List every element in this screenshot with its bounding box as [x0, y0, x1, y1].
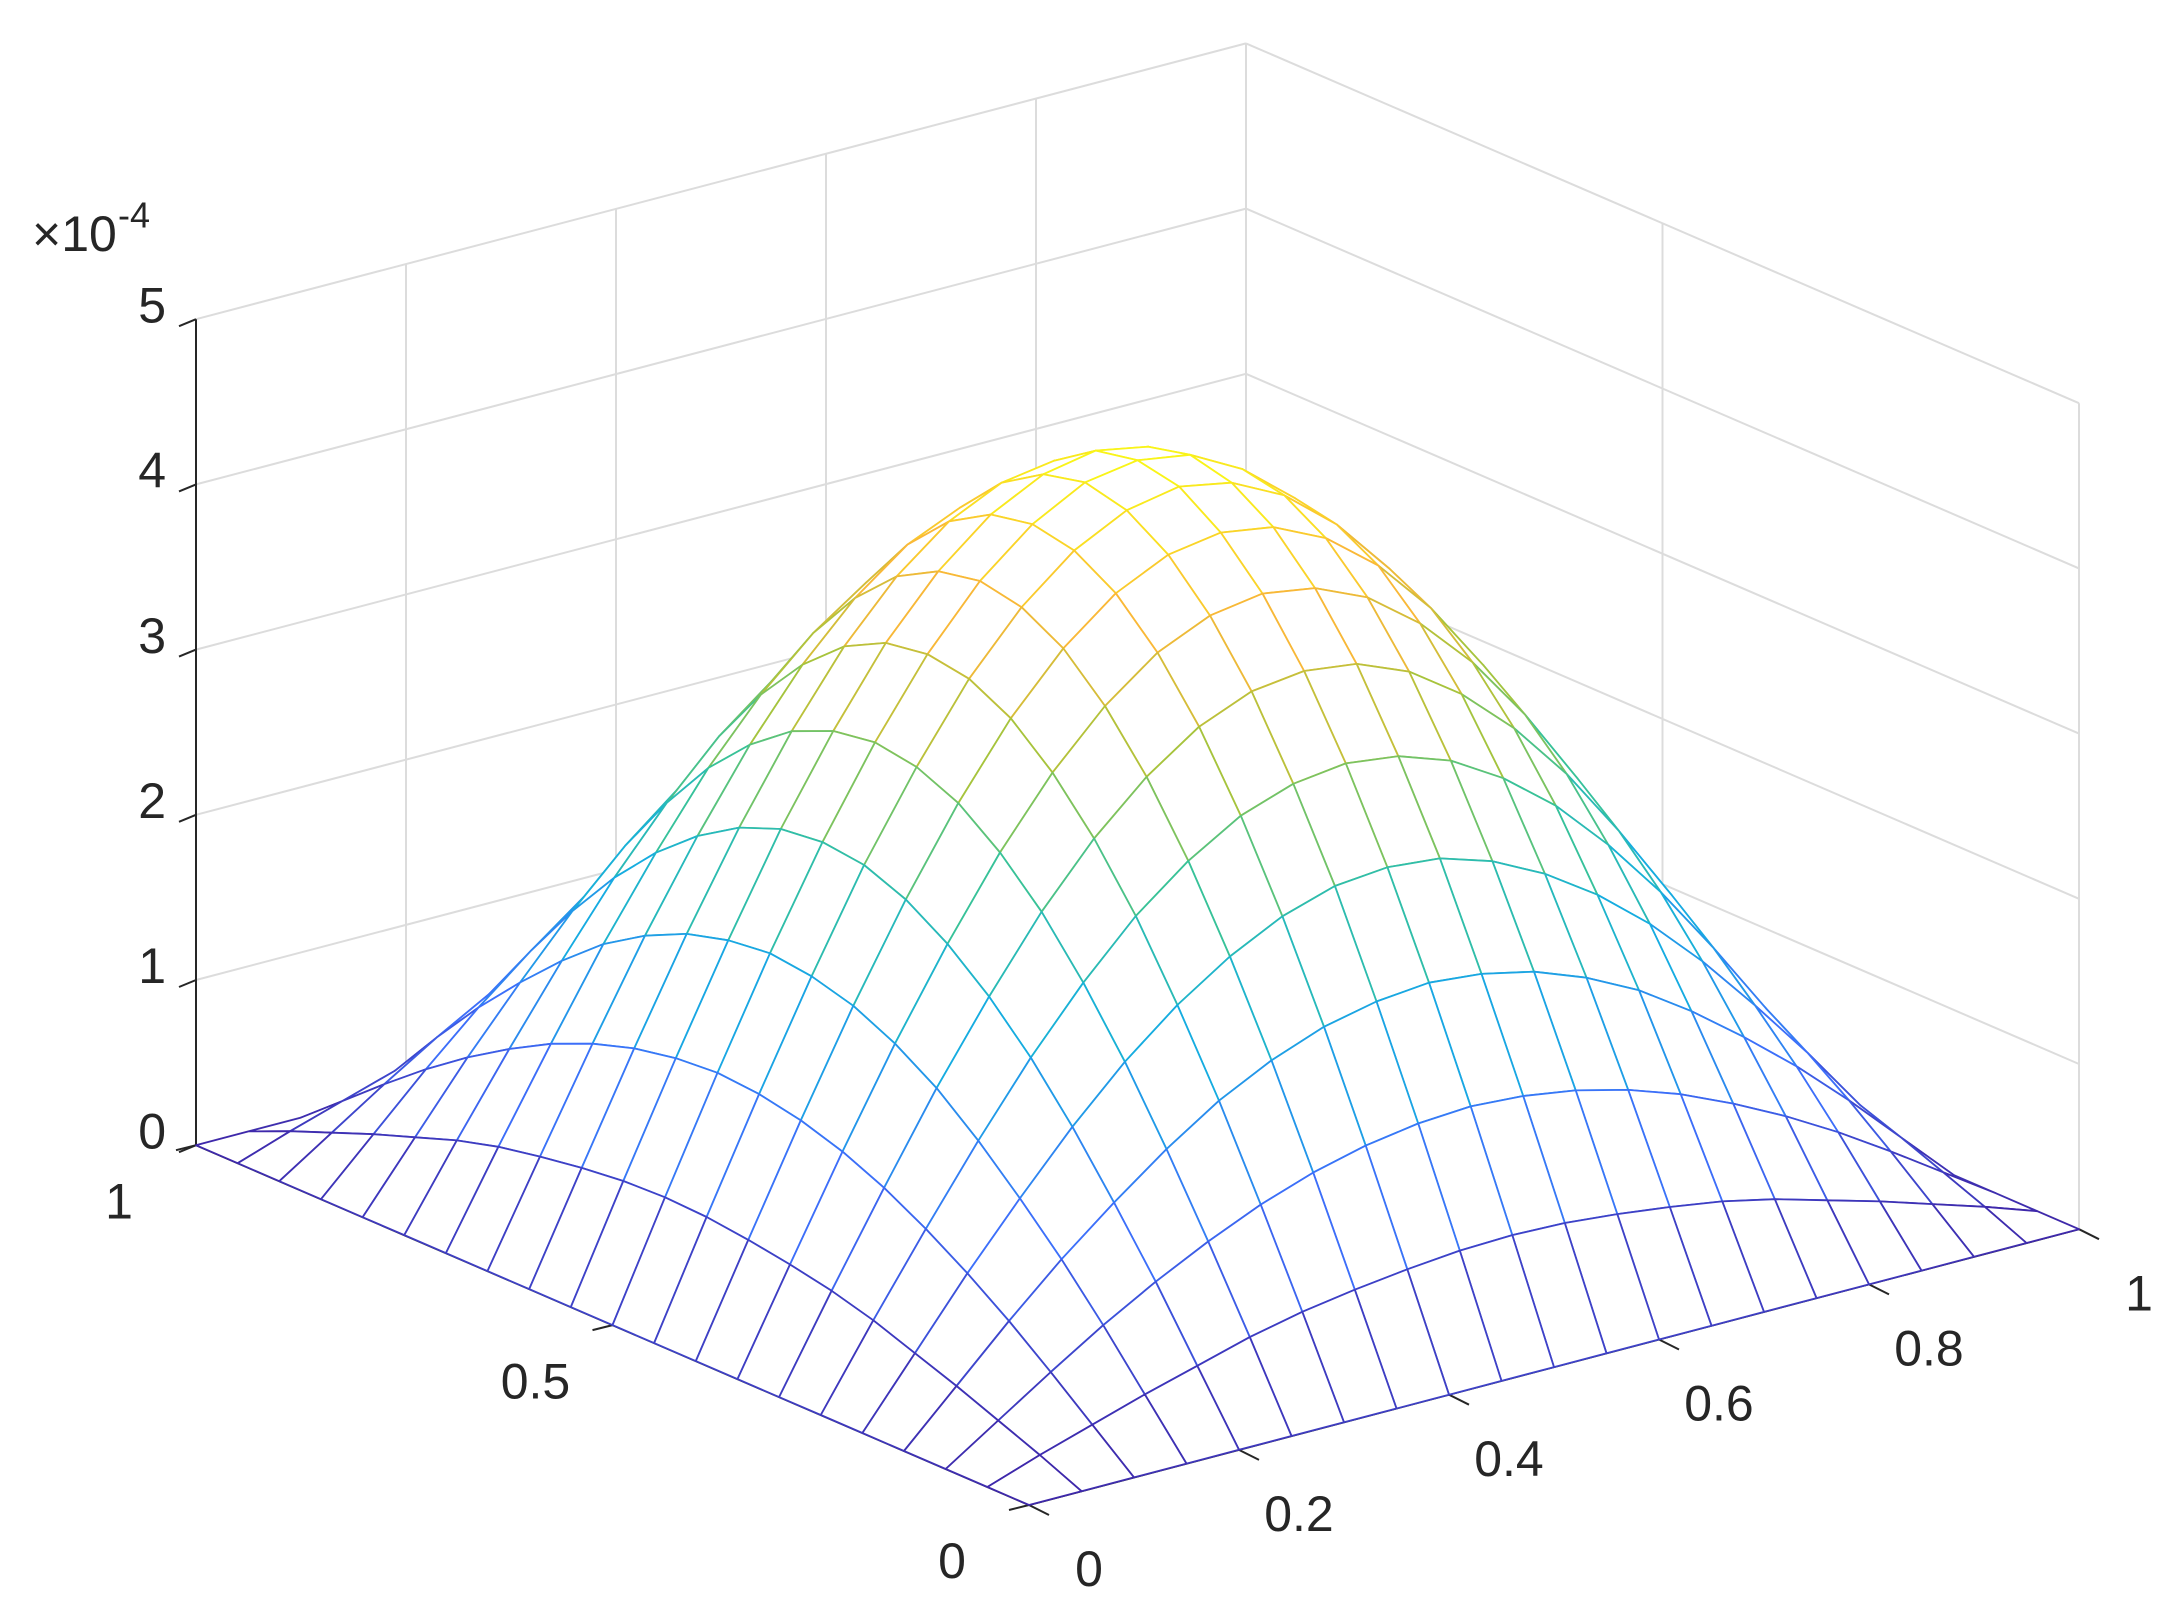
x-tick-label: 0.8	[1894, 1321, 1964, 1377]
wall-grid-line	[195, 207, 1247, 486]
x-tick	[1868, 1283, 1890, 1296]
y-tick-label: 1	[105, 1173, 133, 1229]
x-tick-label: 0.2	[1264, 1486, 1334, 1542]
z-tick-label: 0	[138, 1103, 166, 1159]
y-tick	[592, 1324, 613, 1332]
y-tick	[1008, 1504, 1030, 1511]
z-tick-label: 2	[138, 773, 166, 829]
z-tick	[178, 318, 197, 328]
x-tick	[1658, 1338, 1680, 1351]
z-tick-label: 3	[138, 608, 166, 664]
z-tick-label: 4	[138, 443, 166, 499]
x-tick	[2078, 1228, 2100, 1241]
z-tick-label: 1	[138, 938, 166, 994]
z-tick-label: 5	[138, 277, 166, 333]
x-tick-label: 0.6	[1684, 1376, 1754, 1432]
z-tick	[178, 979, 197, 988]
x-tick-label: 0.4	[1474, 1431, 1544, 1487]
wall-grid-line	[1245, 42, 2080, 405]
wall-grid-line	[195, 372, 1247, 651]
wall-grid-line	[195, 42, 1247, 321]
wall-grid-line	[1245, 372, 2080, 735]
x-tick-label: 0	[1075, 1541, 1103, 1597]
y-tick	[175, 1144, 197, 1152]
y-tick-label: 0	[938, 1533, 966, 1589]
y-tick-label: 0.5	[501, 1353, 571, 1409]
z-multiplier-exponent: -4	[118, 195, 150, 236]
x-tick	[1028, 1504, 1050, 1516]
x-tick	[1448, 1393, 1470, 1406]
z-multiplier-base: ×10	[32, 206, 117, 262]
z-tick	[178, 813, 197, 823]
wall-grid-line	[1245, 207, 2080, 570]
z-tick	[178, 648, 197, 658]
mesh-cell	[986, 1454, 1083, 1506]
x-tick-label: 1	[2125, 1265, 2153, 1321]
z-tick	[178, 483, 197, 493]
x-tick	[1238, 1448, 1260, 1461]
